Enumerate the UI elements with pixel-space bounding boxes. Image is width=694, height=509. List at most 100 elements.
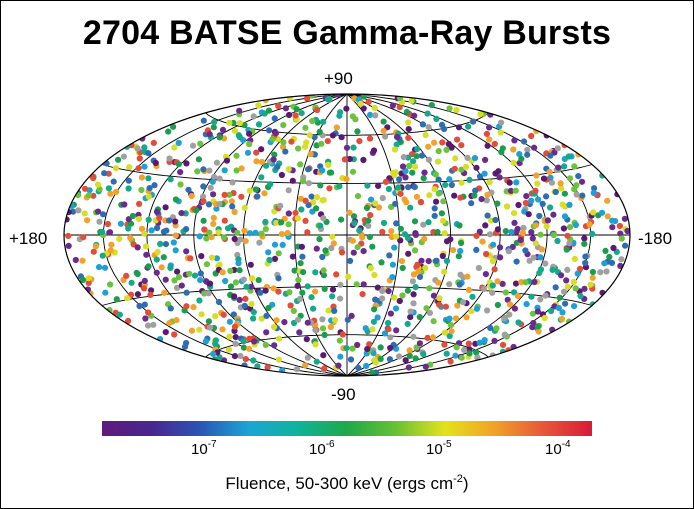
burst-point [410, 158, 417, 165]
burst-point [246, 230, 253, 237]
burst-point [445, 140, 452, 148]
burst-point [198, 253, 205, 260]
burst-point [529, 310, 537, 317]
burst-point [540, 175, 548, 182]
burst-point [238, 165, 245, 172]
burst-point [172, 218, 179, 225]
burst-point [515, 201, 522, 209]
burst-point [571, 255, 578, 262]
burst-point [232, 340, 239, 347]
burst-point [320, 215, 327, 222]
burst-point [498, 119, 505, 126]
burst-point [317, 222, 324, 229]
burst-point [200, 166, 207, 173]
colorbar-tick-1e-5: 10-5 [426, 439, 452, 458]
burst-point [549, 266, 556, 273]
burst-point [443, 146, 450, 153]
burst-point [212, 313, 219, 320]
burst-point [389, 274, 396, 281]
burst-point [186, 270, 193, 277]
burst-point [554, 145, 561, 152]
burst-point [102, 289, 109, 296]
burst-point [441, 230, 448, 237]
burst-point [512, 187, 519, 194]
burst-point [296, 329, 303, 336]
burst-point [136, 155, 143, 162]
burst-point [510, 289, 518, 296]
burst-point [574, 270, 581, 277]
burst-point [196, 233, 203, 240]
burst-point [257, 289, 264, 296]
burst-point [582, 259, 589, 267]
burst-point [253, 158, 260, 165]
burst-point [282, 148, 289, 155]
burst-point [162, 329, 169, 336]
burst-point [543, 223, 550, 230]
burst-point [354, 128, 361, 135]
burst-point [331, 316, 339, 324]
burst-point [432, 171, 439, 178]
burst-point [145, 175, 152, 182]
burst-point [520, 224, 527, 232]
burst-point [146, 185, 153, 192]
burst-point [205, 290, 212, 297]
burst-point [558, 272, 565, 279]
burst-point [125, 225, 132, 232]
burst-point [196, 297, 203, 304]
burst-point [343, 144, 351, 151]
burst-point [524, 146, 531, 153]
burst-point [272, 130, 279, 137]
burst-point [245, 345, 253, 352]
burst-point [482, 271, 489, 278]
burst-point [178, 282, 185, 289]
burst-point [561, 190, 569, 197]
burst-point [374, 314, 381, 321]
north-pole-label: +90 [324, 69, 353, 88]
burst-point [570, 278, 577, 286]
burst-point [403, 108, 410, 115]
burst-point [522, 279, 529, 286]
burst-point [520, 138, 528, 145]
burst-point [171, 331, 178, 338]
burst-point [618, 235, 625, 242]
burst-point [174, 268, 181, 275]
burst-point [579, 192, 586, 199]
burst-point [489, 257, 496, 265]
burst-point [431, 139, 438, 146]
burst-point [291, 267, 298, 274]
burst-point [399, 264, 406, 272]
burst-point [166, 155, 173, 162]
burst-point [134, 145, 141, 152]
burst-point [145, 193, 152, 200]
burst-point [189, 142, 197, 149]
burst-point [367, 264, 374, 272]
burst-point [441, 125, 448, 133]
burst-point [452, 315, 460, 322]
burst-point [202, 338, 209, 345]
burst-point [434, 228, 441, 236]
burst-point [310, 199, 317, 206]
burst-point [460, 299, 467, 306]
burst-point [304, 319, 311, 326]
burst-point [523, 301, 530, 308]
burst-point [404, 235, 412, 242]
burst-point [297, 195, 305, 202]
burst-point [410, 291, 417, 298]
burst-point [227, 267, 234, 274]
burst-point [209, 178, 216, 185]
burst-point [309, 117, 316, 125]
burst-point [318, 140, 325, 147]
burst-point [292, 209, 299, 216]
burst-point [236, 296, 243, 303]
burst-point [75, 207, 82, 214]
burst-point [513, 179, 520, 186]
burst-point [401, 196, 408, 203]
burst-point [94, 181, 102, 188]
burst-point [550, 211, 557, 218]
burst-point [387, 344, 394, 352]
right-longitude-label: -180 [638, 229, 673, 248]
burst-point [419, 121, 426, 128]
burst-point [357, 100, 364, 107]
burst-point [263, 312, 270, 319]
burst-point [123, 272, 130, 279]
